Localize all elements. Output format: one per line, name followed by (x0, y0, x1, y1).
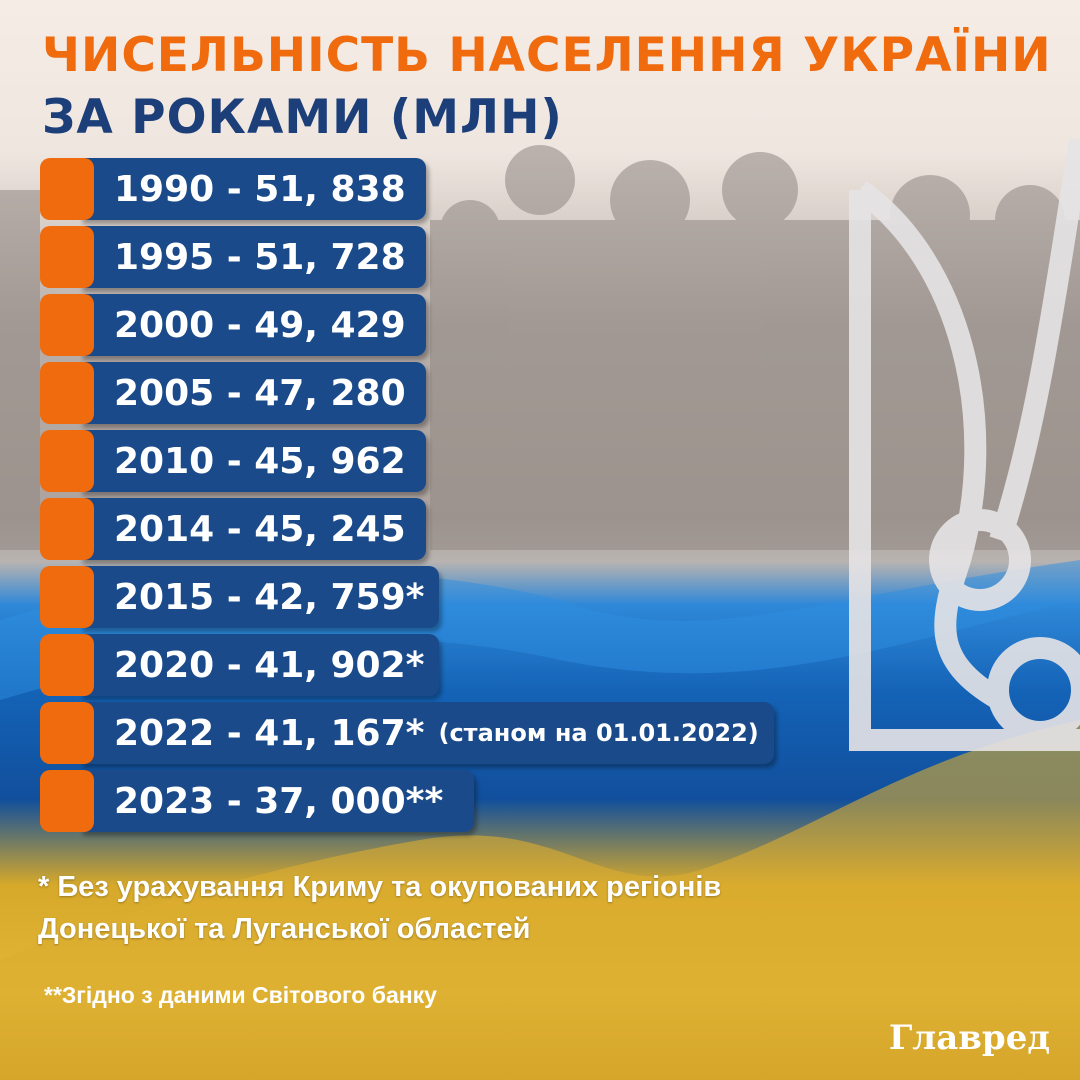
row-bar: 2022 - 41, 167* (станом на 01.01.2022) (80, 702, 774, 764)
list-item: 2000 - 49, 429 (40, 294, 426, 356)
orange-marker (40, 702, 94, 764)
row-text: 1995 - 51, 728 (114, 236, 406, 278)
footnote-1-line-2: Донецької та Луганської областей (38, 913, 531, 945)
row-bar: 2000 - 49, 429 (80, 294, 426, 356)
brand-logo: Главред (888, 1018, 1050, 1058)
row-text: 2010 - 45, 962 (114, 440, 406, 482)
list-item: 2010 - 45, 962 (40, 430, 426, 492)
trident-emblem-icon (849, 138, 1080, 751)
row-bar: 2005 - 47, 280 (80, 362, 426, 424)
orange-marker (40, 566, 94, 628)
list-item: 1995 - 51, 728 (40, 226, 426, 288)
row-note: (станом на 01.01.2022) (438, 719, 759, 747)
orange-marker (40, 226, 94, 288)
row-bar: 2023 - 37, 000** (80, 770, 474, 832)
row-text: 2020 - 41, 902* (114, 644, 425, 686)
orange-marker (40, 158, 94, 220)
row-text: 2022 - 41, 167* (114, 712, 425, 754)
row-text: 2014 - 45, 245 (114, 508, 406, 550)
row-bar: 1995 - 51, 728 (80, 226, 426, 288)
row-bar: 1990 - 51, 838 (80, 158, 426, 220)
orange-marker (40, 634, 94, 696)
list-item: 2023 - 37, 000** (40, 770, 474, 832)
footnote-2: **Згідно з даними Світового банку (44, 982, 437, 1008)
row-bar: 2020 - 41, 902* (80, 634, 439, 696)
list-item: 2005 - 47, 280 (40, 362, 426, 424)
row-text: 1990 - 51, 838 (114, 168, 406, 210)
footnote-1-line-1: * Без урахування Криму та окупованих рег… (38, 871, 722, 903)
orange-marker (40, 770, 94, 832)
orange-marker (40, 430, 94, 492)
row-text: 2005 - 47, 280 (114, 372, 406, 414)
orange-marker (40, 362, 94, 424)
row-bar: 2010 - 45, 962 (80, 430, 426, 492)
orange-marker (40, 294, 94, 356)
row-bar: 2015 - 42, 759* (80, 566, 439, 628)
orange-marker (40, 498, 94, 560)
row-text: 2015 - 42, 759* (114, 576, 425, 618)
footnote-1: * Без урахування Криму та окупованих рег… (38, 866, 721, 950)
list-item: 2022 - 41, 167* (станом на 01.01.2022) (40, 702, 774, 764)
title-line-1: ЧИСЕЛЬНІСТЬ НАСЕЛЕННЯ УКРАЇНИ (42, 28, 1052, 83)
list-item: 2020 - 41, 902* (40, 634, 439, 696)
list-item: 2015 - 42, 759* (40, 566, 439, 628)
list-item: 2014 - 45, 245 (40, 498, 426, 560)
flag-yellow (0, 720, 1080, 1080)
row-text: 2000 - 49, 429 (114, 304, 406, 346)
list-item: 1990 - 51, 838 (40, 158, 426, 220)
row-bar: 2014 - 45, 245 (80, 498, 426, 560)
title-line-2: ЗА РОКАМИ (МЛН) (42, 90, 563, 145)
row-text: 2023 - 37, 000** (114, 780, 444, 822)
